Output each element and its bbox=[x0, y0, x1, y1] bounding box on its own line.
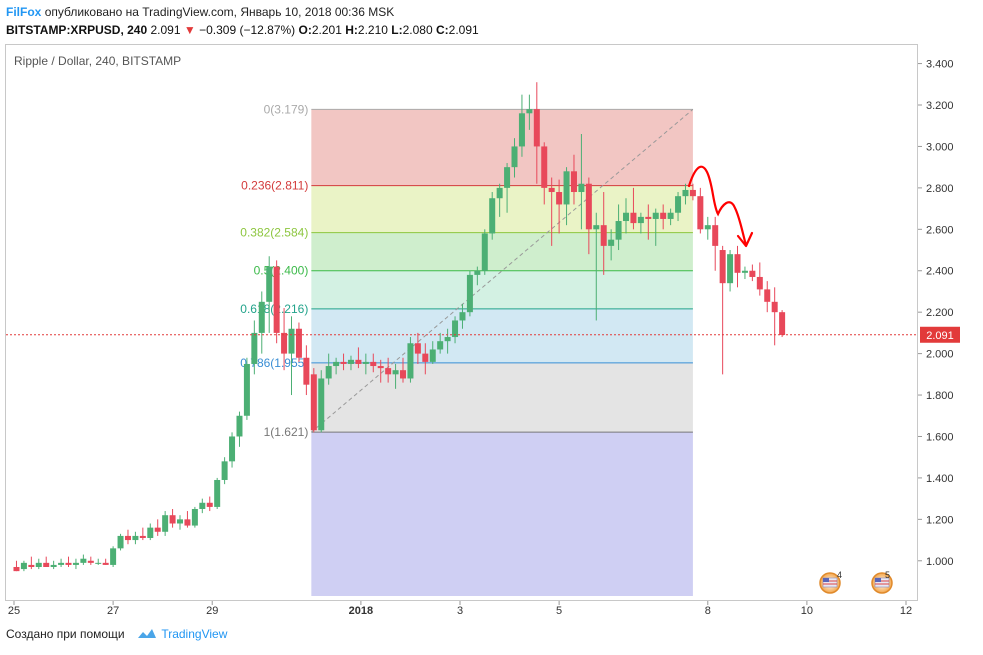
close-label: C: bbox=[435, 23, 449, 37]
x-tick-label: 3 bbox=[457, 605, 463, 617]
y-tick-label: 1.800 bbox=[926, 390, 954, 402]
chart-header: FilFox опубликовано на TradingView.com, … bbox=[0, 0, 983, 44]
created-with-label: Создано при помощи bbox=[6, 627, 125, 641]
chart-area[interactable] bbox=[5, 44, 918, 601]
tradingview-logo-link[interactable]: TradingView bbox=[136, 627, 227, 641]
y-tick-label: 1.400 bbox=[926, 473, 954, 485]
low-label: L: bbox=[391, 23, 403, 37]
publish-info: опубликовано на TradingView.com, Январь … bbox=[44, 5, 395, 19]
low-value: 2.080 bbox=[402, 23, 433, 37]
y-tick-label: 2.200 bbox=[926, 307, 954, 319]
chart-title: Ripple / Dollar, 240, BITSTAMP bbox=[14, 54, 182, 68]
y-tick-label: 1.600 bbox=[926, 431, 954, 443]
y-tick-label: 2.000 bbox=[926, 349, 954, 361]
y-tick-label: 3.200 bbox=[926, 100, 954, 112]
y-tick-label: 2.600 bbox=[926, 224, 954, 236]
x-tick-label: 8 bbox=[705, 605, 711, 617]
open-value: 2.201 bbox=[311, 23, 342, 37]
x-tick-label: 2018 bbox=[349, 605, 373, 617]
x-tick-label: 29 bbox=[206, 605, 218, 617]
publish-line: FilFox опубликовано на TradingView.com, … bbox=[6, 5, 394, 19]
last-price: 2.091 bbox=[150, 23, 181, 37]
y-tick-label: 3.400 bbox=[926, 59, 954, 71]
x-tick-label: 5 bbox=[556, 605, 562, 617]
current-price-badge bbox=[920, 326, 960, 343]
symbol-label: BITSTAMP:XRPUSD, 240 bbox=[6, 23, 148, 37]
symbol-line: BITSTAMP:XRPUSD, 240 2.091 ▼ −0.309 (−12… bbox=[6, 23, 479, 37]
x-tick-label: 25 bbox=[8, 605, 20, 617]
y-tick-label: 1.200 bbox=[926, 514, 954, 526]
close-value: 2.091 bbox=[448, 23, 479, 37]
y-tick-label: 1.000 bbox=[926, 556, 954, 568]
tradingview-brand: TradingView bbox=[161, 627, 228, 641]
y-tick-label: 3.000 bbox=[926, 141, 954, 153]
footer: Создано при помощи TradingView bbox=[6, 627, 227, 641]
down-arrow-icon: ▼ bbox=[183, 23, 196, 37]
x-tick-label: 27 bbox=[107, 605, 119, 617]
open-label: O: bbox=[298, 23, 312, 37]
y-tick-label: 2.400 bbox=[926, 266, 954, 278]
x-tick-label: 12 bbox=[900, 605, 912, 617]
x-tick-label: 10 bbox=[801, 605, 813, 617]
ohlc-values: O:2.201 H:2.210 L:2.080 C:2.091 bbox=[299, 23, 479, 37]
high-value: 2.210 bbox=[357, 23, 388, 37]
current-price-label: 2.091 bbox=[926, 330, 954, 342]
y-tick-label: 2.800 bbox=[926, 183, 954, 195]
high-label: H: bbox=[345, 23, 358, 37]
author-link[interactable]: FilFox bbox=[6, 5, 42, 19]
price-change: −0.309 (−12.87%) bbox=[199, 23, 296, 37]
tradingview-cloud-icon bbox=[137, 629, 156, 638]
